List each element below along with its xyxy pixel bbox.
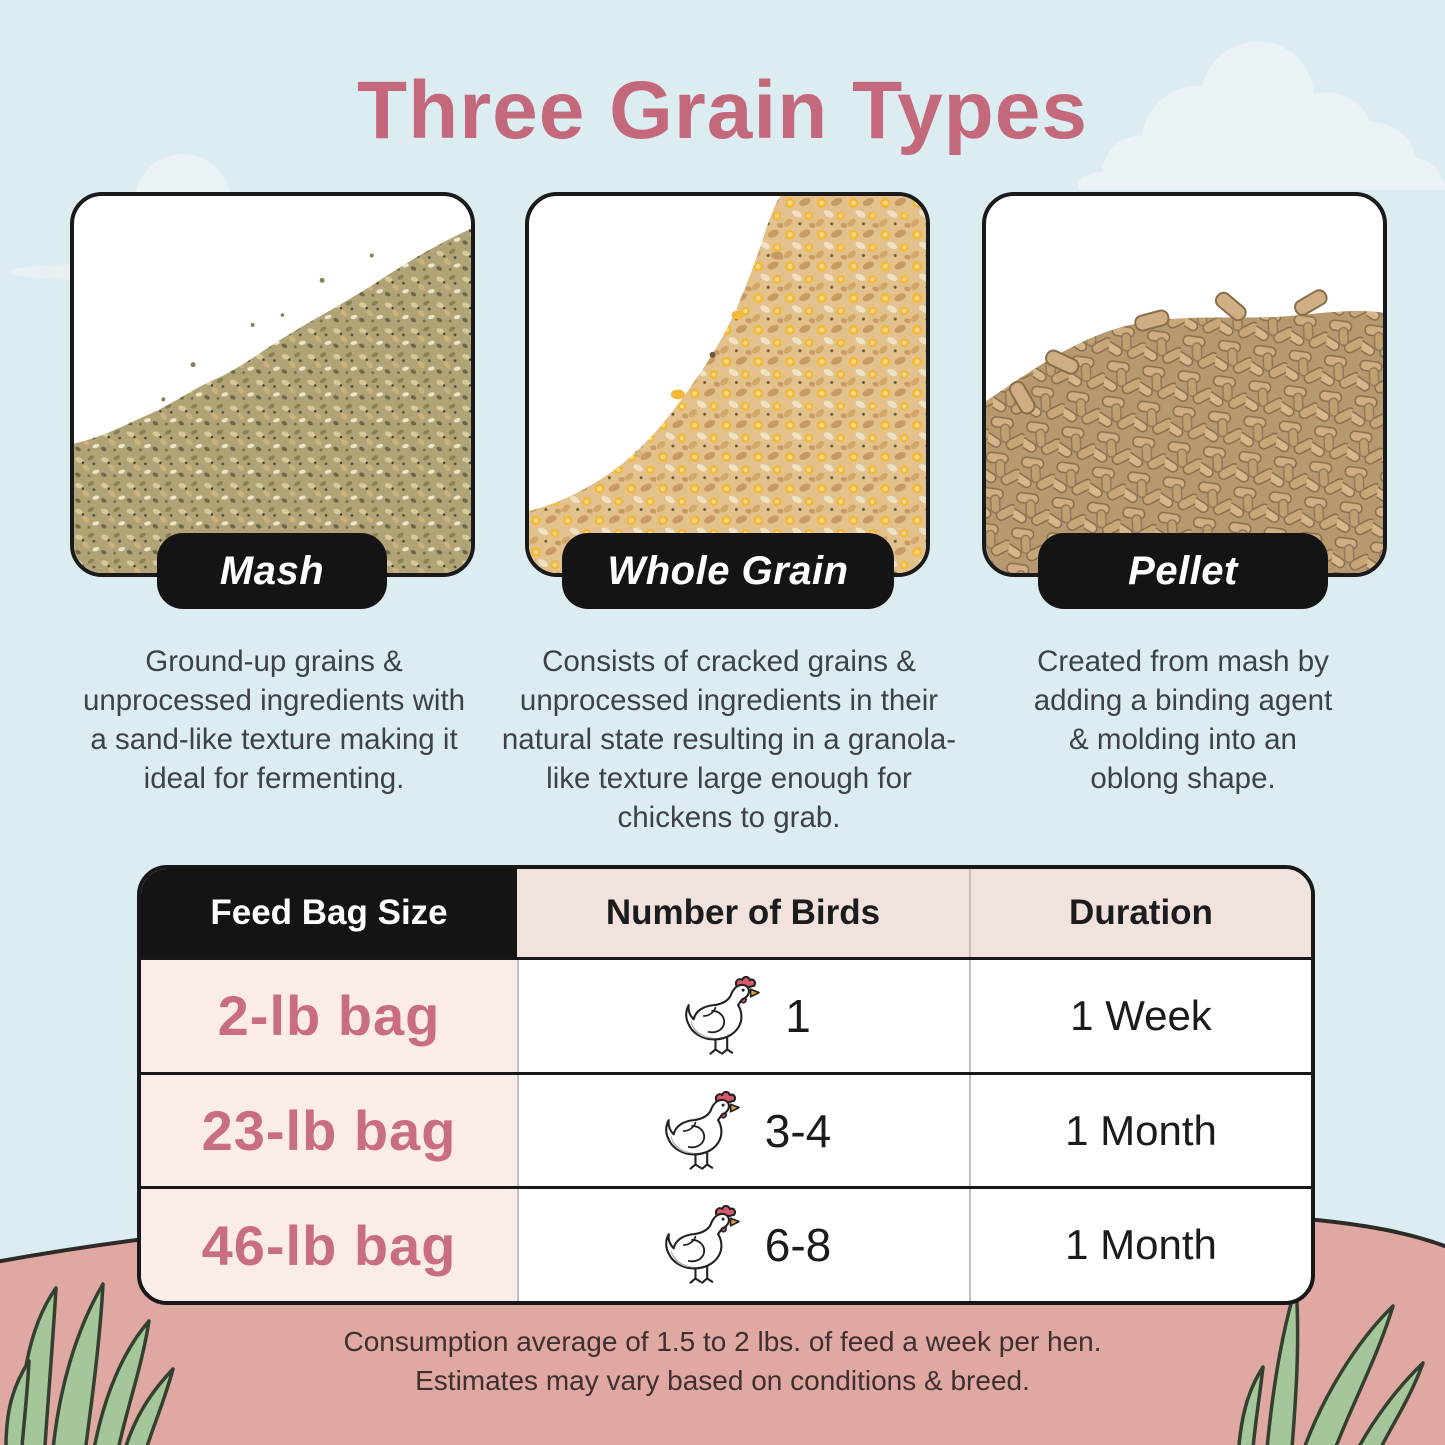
duration-cell: 1 Week xyxy=(969,960,1311,1072)
whole-grain-photo xyxy=(529,196,926,573)
header-number-of-birds: Number of Birds xyxy=(517,869,969,957)
grain-description-pellet: Created from mash by adding a binding ag… xyxy=(1033,645,1333,795)
birds-count: 3-4 xyxy=(764,1104,832,1157)
grass-right-icon xyxy=(1237,1284,1425,1445)
header-feed-bag-size: Feed Bag Size xyxy=(141,869,517,957)
hen-icon xyxy=(664,1205,740,1284)
grain-label-pellet: Pellet xyxy=(1038,533,1328,609)
birds-cell: 1 xyxy=(517,960,969,1072)
footnote-line-2: Estimates may vary based on conditions &… xyxy=(415,1365,1030,1396)
hen-icon xyxy=(664,1090,740,1170)
birds-count: 6-8 xyxy=(764,1219,832,1272)
bag-size-cell: 2-lb bag xyxy=(141,960,517,1072)
cloud-right-icon xyxy=(1078,41,1445,190)
grain-label-mash: Mash xyxy=(157,533,387,609)
grain-description-mash: Ground-up grains & unprocessed ingredien… xyxy=(82,645,466,795)
birds-cell: 3-4 xyxy=(517,1074,969,1187)
grass-left-icon xyxy=(4,1282,175,1445)
page-title: Three Grain Types xyxy=(357,65,1088,156)
feed-table: Feed Bag Size Number of Birds Duration 2… xyxy=(137,865,1315,1305)
table-row: 2-lb bag 1 1 Week xyxy=(141,957,1311,1072)
bag-size-cell: 46-lb bag xyxy=(141,1189,517,1301)
duration-cell: 1 Month xyxy=(969,1074,1311,1187)
table-header-row: Feed Bag Size Number of Birds Duration xyxy=(141,869,1311,957)
footnote: Consumption average of 1.5 to 2 lbs. of … xyxy=(0,1322,1445,1400)
pellet-photo xyxy=(986,289,1383,573)
header-duration: Duration xyxy=(969,869,1311,957)
pellet-chunks xyxy=(1008,289,1328,415)
grain-description-whole-grain: Consists of cracked grains & unprocessed… xyxy=(501,645,957,834)
footnote-line-1: Consumption average of 1.5 to 2 lbs. of … xyxy=(343,1326,1102,1357)
birds-cell: 6-8 xyxy=(517,1189,969,1301)
grain-card-whole-grain xyxy=(525,192,930,577)
hen-icon xyxy=(685,975,761,1055)
table-row: 46-lb bag 6-8 1 Month xyxy=(141,1186,1311,1301)
duration-cell: 1 Month xyxy=(969,1189,1311,1301)
mash-specks xyxy=(161,253,374,402)
table-row: 23-lb bag 3-4 1 Month xyxy=(141,1071,1311,1187)
grain-scatter xyxy=(634,251,784,458)
grain-label-whole-grain: Whole Grain xyxy=(562,533,894,609)
birds-count: 1 xyxy=(785,989,811,1042)
grain-card-mash xyxy=(70,192,475,577)
mash-photo xyxy=(74,228,471,573)
bag-size-cell: 23-lb bag xyxy=(141,1074,517,1187)
grain-card-pellet xyxy=(982,192,1387,577)
